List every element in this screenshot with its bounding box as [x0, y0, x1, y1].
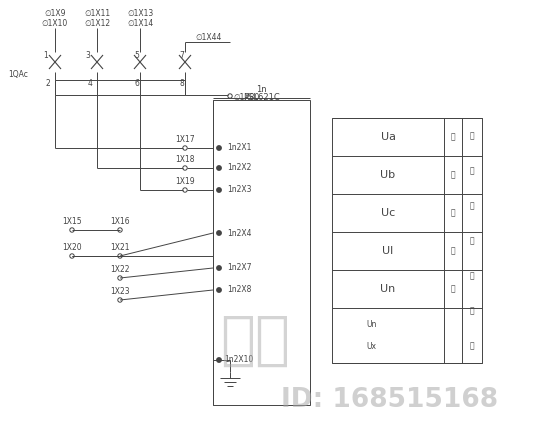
Text: Ub: Ub [380, 170, 395, 180]
Circle shape [217, 266, 221, 270]
Text: 1: 1 [44, 52, 48, 60]
Text: 3: 3 [86, 52, 90, 60]
Text: PSL621C: PSL621C [243, 92, 280, 102]
Text: 1QAc: 1QAc [8, 70, 28, 79]
Circle shape [217, 288, 221, 292]
Text: 1X16: 1X16 [110, 217, 130, 227]
Text: 1X20: 1X20 [62, 243, 82, 253]
Text: 1n2X1: 1n2X1 [227, 144, 251, 152]
Circle shape [217, 146, 221, 150]
Text: 1n2X4: 1n2X4 [227, 228, 251, 237]
Text: 7: 7 [180, 52, 184, 60]
Text: ∅1X11: ∅1X11 [84, 9, 110, 17]
Bar [332, 118, 482, 363]
Text: ∅1X14: ∅1X14 [127, 19, 153, 27]
Text: 6: 6 [134, 79, 139, 88]
Text: 量: 量 [470, 271, 474, 280]
Text: Un: Un [380, 284, 395, 294]
Text: 压: 压 [451, 247, 455, 256]
Text: Ux: Ux [366, 342, 376, 351]
Circle shape [217, 358, 221, 362]
Text: 1n2X8: 1n2X8 [227, 286, 251, 295]
Text: ∅1X10: ∅1X10 [42, 19, 68, 27]
Text: 2: 2 [45, 79, 50, 88]
Text: 1X15: 1X15 [62, 217, 82, 227]
Text: ∅1X9: ∅1X9 [44, 9, 66, 17]
Text: ∅1X13: ∅1X13 [127, 9, 153, 17]
Text: 8: 8 [180, 79, 184, 88]
Text: 1X22: 1X22 [110, 266, 130, 274]
Text: 电: 电 [451, 208, 455, 217]
Text: ∅1X12: ∅1X12 [84, 19, 110, 27]
Text: 知未: 知未 [220, 312, 290, 368]
Text: 1X23: 1X23 [110, 287, 130, 296]
Text: 入: 入 [470, 306, 474, 315]
Text: 5: 5 [134, 52, 139, 60]
Text: ID: 168515168: ID: 168515168 [282, 387, 498, 413]
Text: ∅1X80: ∅1X80 [233, 92, 259, 102]
Text: 4: 4 [87, 79, 92, 88]
Text: 变: 变 [470, 131, 474, 140]
Text: Un: Un [366, 320, 376, 329]
Text: 1X19: 1X19 [175, 178, 195, 187]
Text: 1X17: 1X17 [175, 135, 195, 145]
Text: 压: 压 [470, 236, 474, 245]
Circle shape [217, 231, 221, 235]
Text: 被: 被 [451, 171, 455, 180]
Text: 电: 电 [470, 201, 474, 210]
Text: 1X21: 1X21 [110, 243, 130, 253]
Circle shape [217, 188, 221, 192]
Text: 1n2X2: 1n2X2 [227, 164, 251, 172]
Text: 量: 量 [470, 166, 474, 175]
Text: 1n2X7: 1n2X7 [227, 263, 251, 273]
Text: 1n2X10: 1n2X10 [225, 355, 254, 365]
Text: 压: 压 [451, 285, 455, 293]
Text: 目: 目 [470, 341, 474, 350]
Text: ∅1X44: ∅1X44 [195, 33, 221, 42]
Text: 1n: 1n [256, 85, 267, 95]
Text: 接: 接 [451, 132, 455, 141]
Text: Uc: Uc [381, 208, 395, 218]
Bar [213, 100, 310, 405]
Text: 1n2X3: 1n2X3 [227, 185, 251, 194]
Text: Ua: Ua [380, 132, 395, 142]
Text: Ul: Ul [382, 246, 394, 256]
Circle shape [217, 166, 221, 170]
Text: 1X18: 1X18 [175, 155, 195, 164]
